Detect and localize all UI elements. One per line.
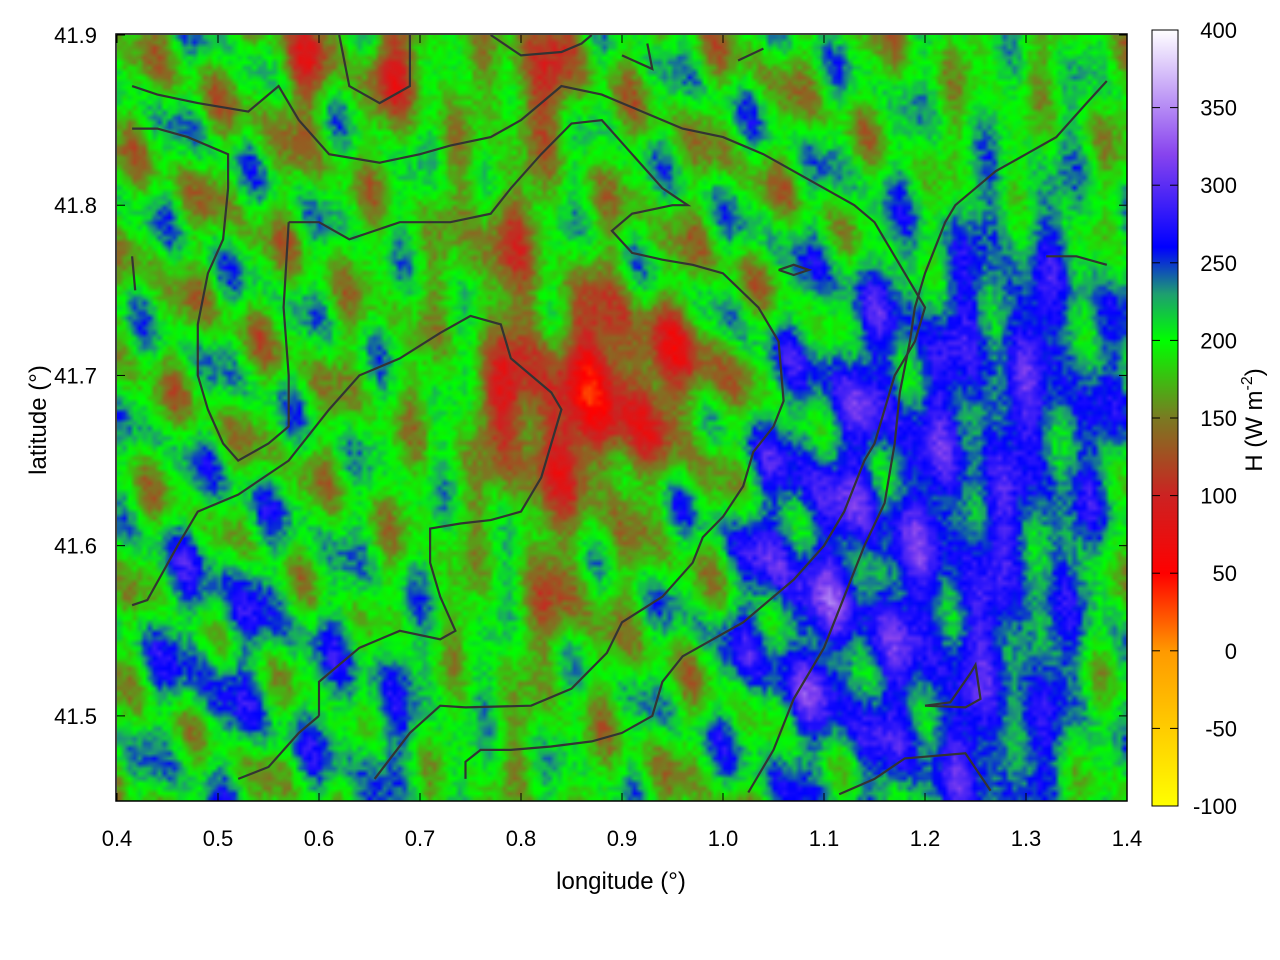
x-tick-label: 1.0 (708, 826, 739, 851)
heatmap-field (117, 35, 1127, 801)
contour-line-6 (338, 35, 411, 105)
colorbar-title-close: ) (1241, 368, 1268, 376)
colorbar-title-sup: -2 (1239, 376, 1256, 390)
contour-line-9 (737, 47, 764, 62)
colorbar-tick-label: -100 (1193, 794, 1237, 819)
x-tick-label: 1.4 (1112, 826, 1143, 851)
y-tick-label: 41.8 (54, 193, 97, 218)
y-tick-label: 41.7 (54, 363, 97, 388)
contour-line-3 (288, 118, 785, 780)
colorbar-title: H (W m-2) (1239, 368, 1268, 472)
x-tick-label: 0.7 (405, 826, 436, 851)
contour-line-14 (838, 752, 992, 796)
contour-lines (131, 35, 1108, 796)
colorbar-tick-label: 0 (1225, 639, 1237, 664)
x-tick-label: 0.9 (607, 826, 638, 851)
colorbar-tick-label: 250 (1200, 251, 1237, 276)
contour-line-15 (131, 256, 137, 291)
x-tick-label: 0.4 (102, 826, 133, 851)
colorbar-tick-label: 300 (1200, 173, 1237, 198)
x-axis-title: longitude (°) (556, 868, 686, 895)
y-tick-label: 41.5 (54, 704, 97, 729)
colorbar-tick-label: 200 (1200, 328, 1237, 353)
colorbar-tick-label: 100 (1200, 484, 1237, 509)
contour-line-4 (132, 127, 290, 462)
y-axis: 41.5 41.6 41.7 41.8 41.9 (54, 23, 1127, 729)
contour-line-11 (747, 80, 1108, 794)
x-tick-label: 1.1 (809, 826, 840, 851)
colorbar-tick-label: 350 (1200, 96, 1237, 121)
y-tick-label: 41.6 (54, 534, 97, 559)
x-tick-label: 1.3 (1011, 826, 1042, 851)
x-tick-label: 0.5 (203, 826, 234, 851)
contour-line-13 (924, 661, 982, 709)
x-axis: 0.4 0.5 0.6 0.7 0.8 0.9 1.0 1.1 1.2 1.3 1.4 (102, 35, 1143, 851)
contour-line-7 (490, 35, 593, 57)
colorbar-tick-label: 150 (1200, 406, 1237, 431)
x-tick-label: 0.8 (506, 826, 537, 851)
contour-line-2 (237, 715, 320, 780)
contour-line-8 (621, 43, 654, 71)
colorbar-tick-label: -50 (1205, 716, 1237, 741)
contour-line-12 (1046, 255, 1108, 266)
x-tick-label: 1.2 (910, 826, 941, 851)
x-tick-label: 0.6 (304, 826, 335, 851)
colorbar-tick-label: 50 (1213, 561, 1237, 586)
contour-line-5 (131, 84, 927, 779)
y-axis-title: latitude (°) (25, 365, 52, 475)
colorbar-tick-label: 400 (1200, 18, 1237, 43)
colorbar-ticks: 400 350 300 250 200 150 100 50 0 -50 -100 (1152, 18, 1237, 819)
colorbar-title-base: H (W m (1241, 390, 1268, 471)
contour-line-10 (778, 263, 813, 277)
contour-line-1 (131, 314, 563, 716)
y-tick-label: 41.9 (54, 23, 97, 48)
